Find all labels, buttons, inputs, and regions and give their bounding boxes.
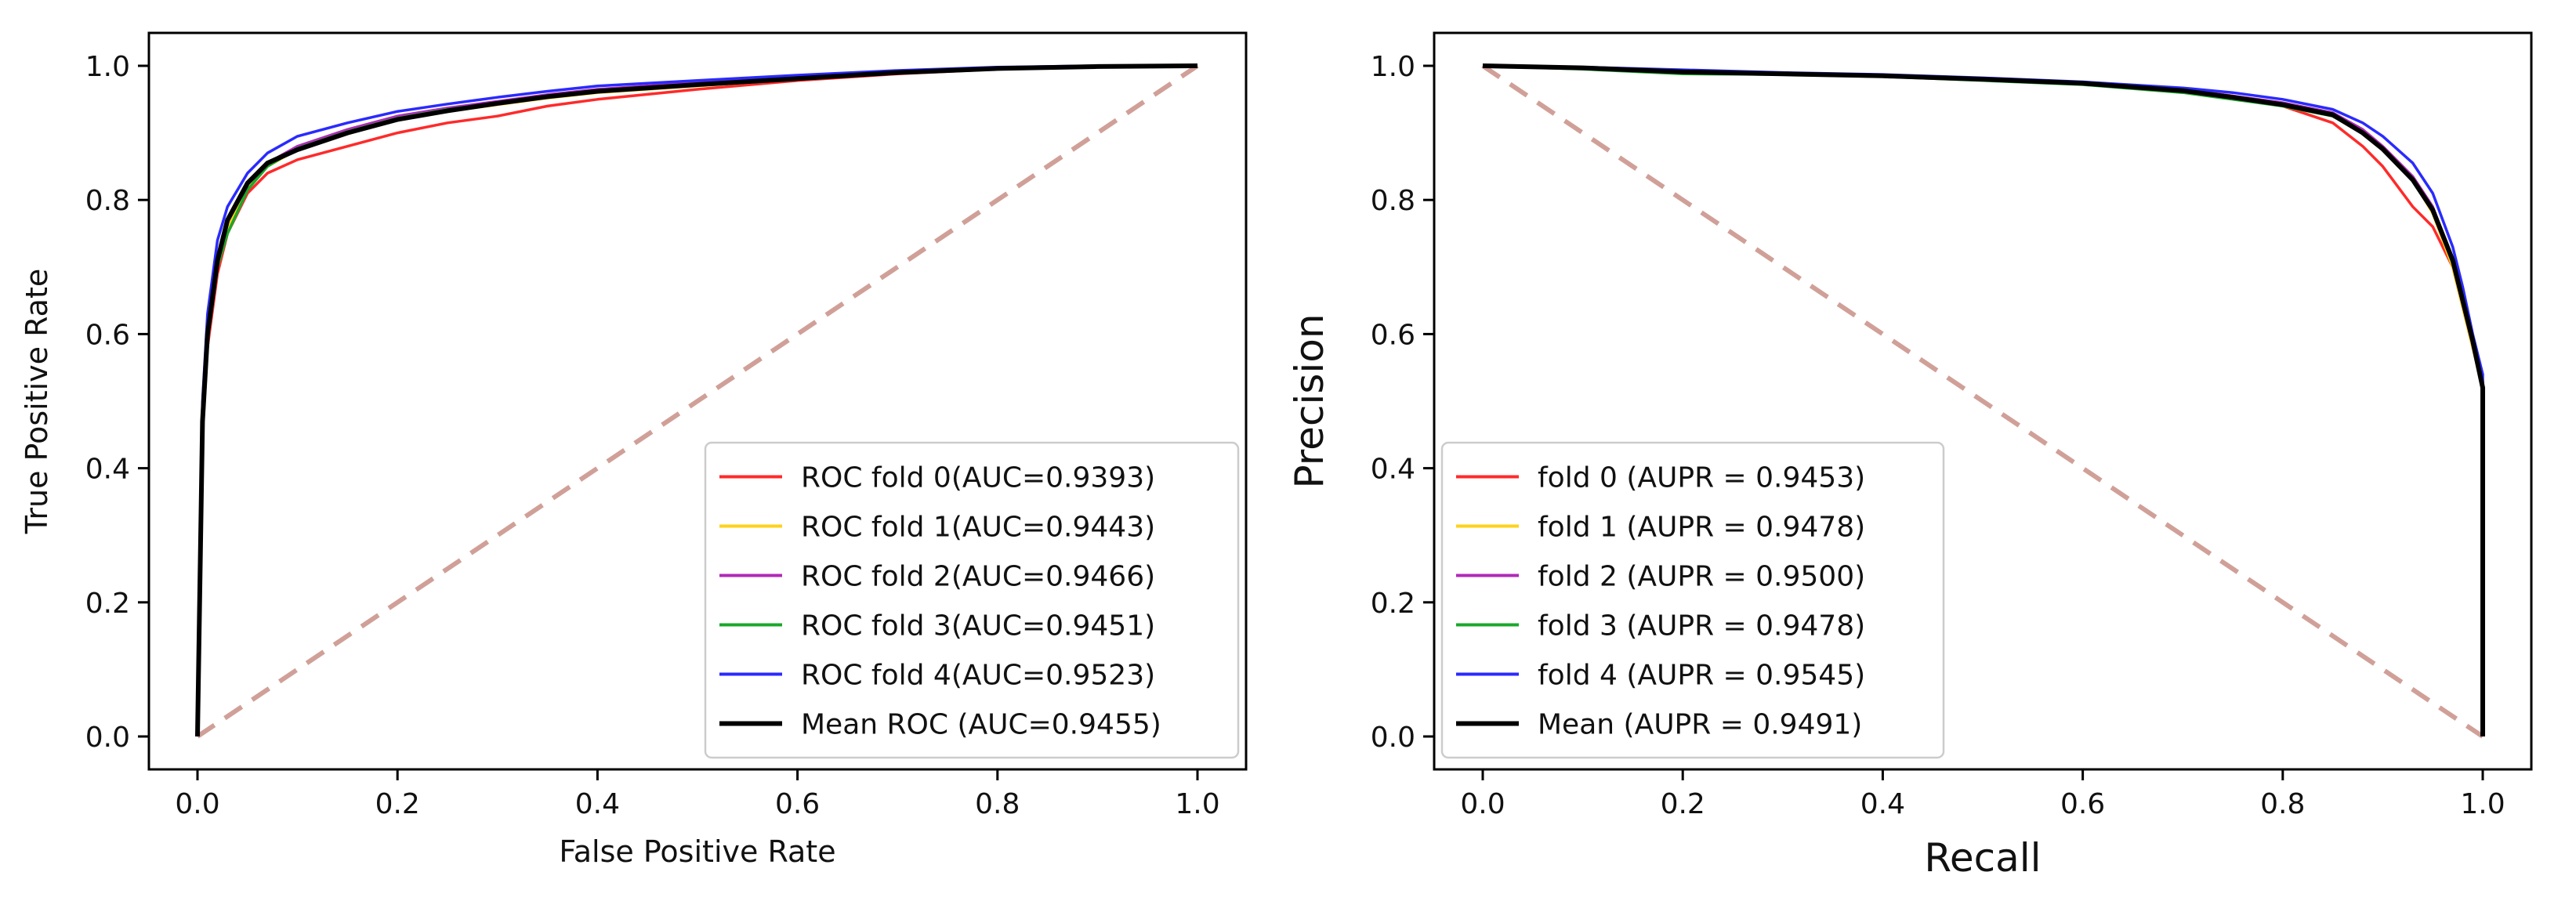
roc-legend-entry-2: ROC fold 2(AUC=0.9466) bbox=[801, 561, 1155, 593]
pr-ticks: 0.0 0.2 0.4 0.6 0.8 1.0 0.0 0.2 0.4 0.6 0.8 1.0 bbox=[1371, 51, 2505, 820]
pr-chance-line bbox=[1481, 63, 2484, 739]
pr-x-tick-label: 0.0 bbox=[1460, 788, 1505, 820]
pr-legend-entry-1: fold 1 (AUPR = 0.9478) bbox=[1538, 512, 1865, 544]
roc-plot-area bbox=[195, 63, 1199, 739]
pr-y-tick-label: 0.2 bbox=[1371, 588, 1415, 620]
roc-y-tick-label: 0.8 bbox=[85, 185, 130, 217]
roc-axes-frame bbox=[147, 31, 1248, 771]
roc-legend-entry-0: ROC fold 0(AUC=0.9393) bbox=[801, 462, 1155, 494]
pr-y-tick-label: 1.0 bbox=[1371, 51, 1415, 83]
pr-legend-box bbox=[1440, 441, 1945, 759]
pr-y-tick-label: 0.6 bbox=[1371, 319, 1415, 351]
pr-panel: 0.0 0.2 0.4 0.6 0.8 1.0 0.0 0.2 0.4 0.6 0.8 1.0 Rec… bbox=[1287, 31, 2533, 881]
roc-x-tick-label: 0.0 bbox=[175, 788, 219, 820]
pr-x-tick-label: 0.2 bbox=[1661, 788, 1705, 820]
roc-x-tick-label: 1.0 bbox=[1175, 788, 1219, 820]
pr-legend-entry-2: fold 2 (AUPR = 0.9500) bbox=[1538, 561, 1865, 593]
roc-series-line-5 bbox=[195, 63, 1198, 737]
pr-x-tick-label: 0.4 bbox=[1860, 788, 1905, 820]
pr-legend-entry-5: Mean (AUPR = 0.9491) bbox=[1538, 709, 1862, 741]
pr-y-axis-label: Precision bbox=[1287, 313, 1332, 488]
roc-x-axis-label: False Positive Rate bbox=[559, 834, 835, 869]
roc-x-tick-label: 0.6 bbox=[775, 788, 820, 820]
roc-legend-entry-1: ROC fold 1(AUC=0.9443) bbox=[801, 512, 1155, 544]
roc-x-tick-label: 0.4 bbox=[575, 788, 620, 820]
pr-legend-entry-4: fold 4 (AUPR = 0.9545) bbox=[1538, 660, 1865, 692]
pr-legend: fold 0 (AUPR = 0.9453) fold 1 (AUPR = 0.9… bbox=[1440, 441, 1945, 759]
roc-y-tick-label: 1.0 bbox=[85, 51, 130, 83]
roc-legend-box bbox=[704, 441, 1240, 759]
roc-y-tick-label: 0.6 bbox=[85, 319, 130, 351]
roc-ticks: 0.0 0.2 0.4 0.6 0.8 1.0 0.0 0.2 0.4 0.6 0.8 1.0 bbox=[85, 51, 1220, 820]
roc-legend-entry-4: ROC fold 4(AUC=0.9523) bbox=[801, 660, 1155, 692]
roc-y-tick-label: 0.0 bbox=[85, 722, 130, 754]
pr-series-line-5 bbox=[1482, 63, 2485, 736]
pr-x-axis-label: Recall bbox=[1924, 835, 2041, 881]
roc-x-tick-label: 0.8 bbox=[975, 788, 1020, 820]
roc-legend-entry-3: ROC fold 3(AUC=0.9451) bbox=[801, 610, 1155, 642]
pr-x-tick-label: 1.0 bbox=[2460, 788, 2505, 820]
roc-x-tick-label: 0.2 bbox=[375, 788, 420, 820]
pr-x-tick-label: 0.8 bbox=[2260, 788, 2305, 820]
pr-axes-frame bbox=[1433, 31, 2533, 771]
pr-y-tick-label: 0.8 bbox=[1371, 185, 1415, 217]
roc-panel: 0.0 0.2 0.4 0.6 0.8 1.0 0.0 0.2 0.4 0.6 0.8 1.0 Fal… bbox=[20, 31, 1248, 869]
roc-y-tick-label: 0.2 bbox=[85, 588, 130, 620]
pr-plot-area bbox=[1481, 63, 2485, 739]
roc-chance-line bbox=[196, 63, 1199, 739]
roc-y-axis-label: True Positive Rate bbox=[20, 269, 54, 535]
pr-x-tick-label: 0.6 bbox=[2060, 788, 2105, 820]
pr-legend-entry-3: fold 3 (AUPR = 0.9478) bbox=[1538, 610, 1865, 642]
roc-y-tick-label: 0.4 bbox=[85, 454, 130, 486]
pr-y-tick-label: 0.4 bbox=[1371, 454, 1415, 486]
pr-y-tick-label: 0.0 bbox=[1371, 722, 1415, 754]
pr-legend-entry-0: fold 0 (AUPR = 0.9453) bbox=[1538, 462, 1865, 494]
roc-legend: ROC fold 0(AUC=0.9393) ROC fold 1(AUC=0.9… bbox=[704, 441, 1240, 759]
roc-legend-entry-5: Mean ROC (AUC=0.9455) bbox=[801, 709, 1161, 741]
